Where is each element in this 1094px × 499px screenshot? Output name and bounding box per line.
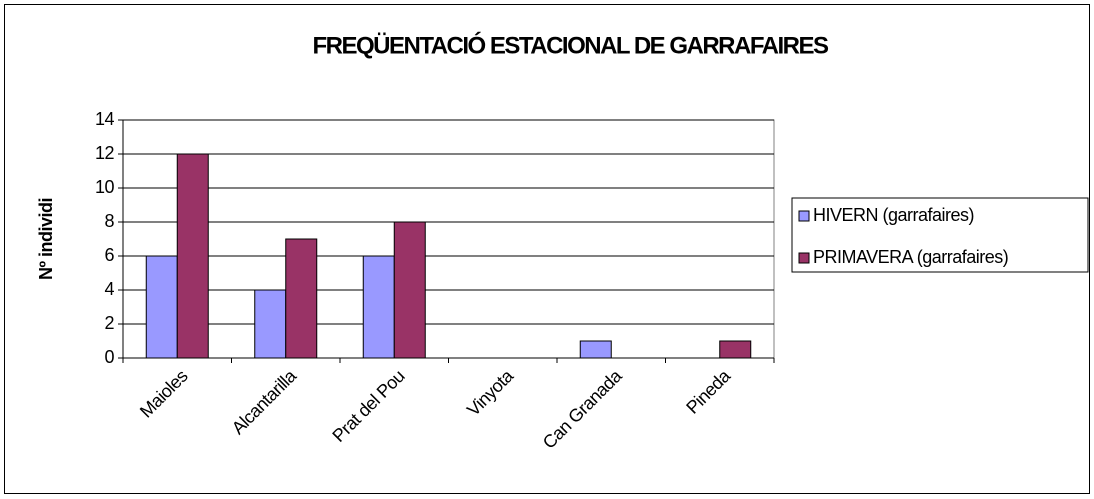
- y-tick-label: 0: [104, 347, 114, 367]
- y-tick-label: 6: [104, 245, 114, 265]
- legend-label: PRIMAVERA (garrafaires): [813, 247, 1008, 267]
- y-axis-label: Nº individi: [36, 198, 56, 280]
- bar: [145, 255, 178, 359]
- y-tick-label: 10: [95, 177, 115, 197]
- y-tick-label: 2: [104, 313, 114, 333]
- bar: [362, 255, 395, 359]
- bar: [393, 221, 426, 359]
- legend-swatch: [798, 210, 810, 222]
- y-tick-label: 14: [95, 109, 115, 129]
- legend-label: HIVERN (garrafaires): [813, 205, 974, 225]
- bar: [176, 153, 209, 359]
- plot-area: [122, 119, 775, 359]
- y-tick-label: 8: [104, 211, 114, 231]
- legend-box: [791, 197, 1089, 273]
- bar: [285, 238, 318, 359]
- y-tick-label: 12: [95, 143, 115, 163]
- bar: [579, 340, 612, 359]
- bar: [719, 340, 752, 359]
- chart-title: FREQÜENTACIÓ ESTACIONAL DE GARRAFAIRES: [312, 31, 829, 59]
- legend-swatch: [798, 252, 810, 264]
- y-tick-label: 4: [104, 279, 114, 299]
- bar: [254, 289, 287, 359]
